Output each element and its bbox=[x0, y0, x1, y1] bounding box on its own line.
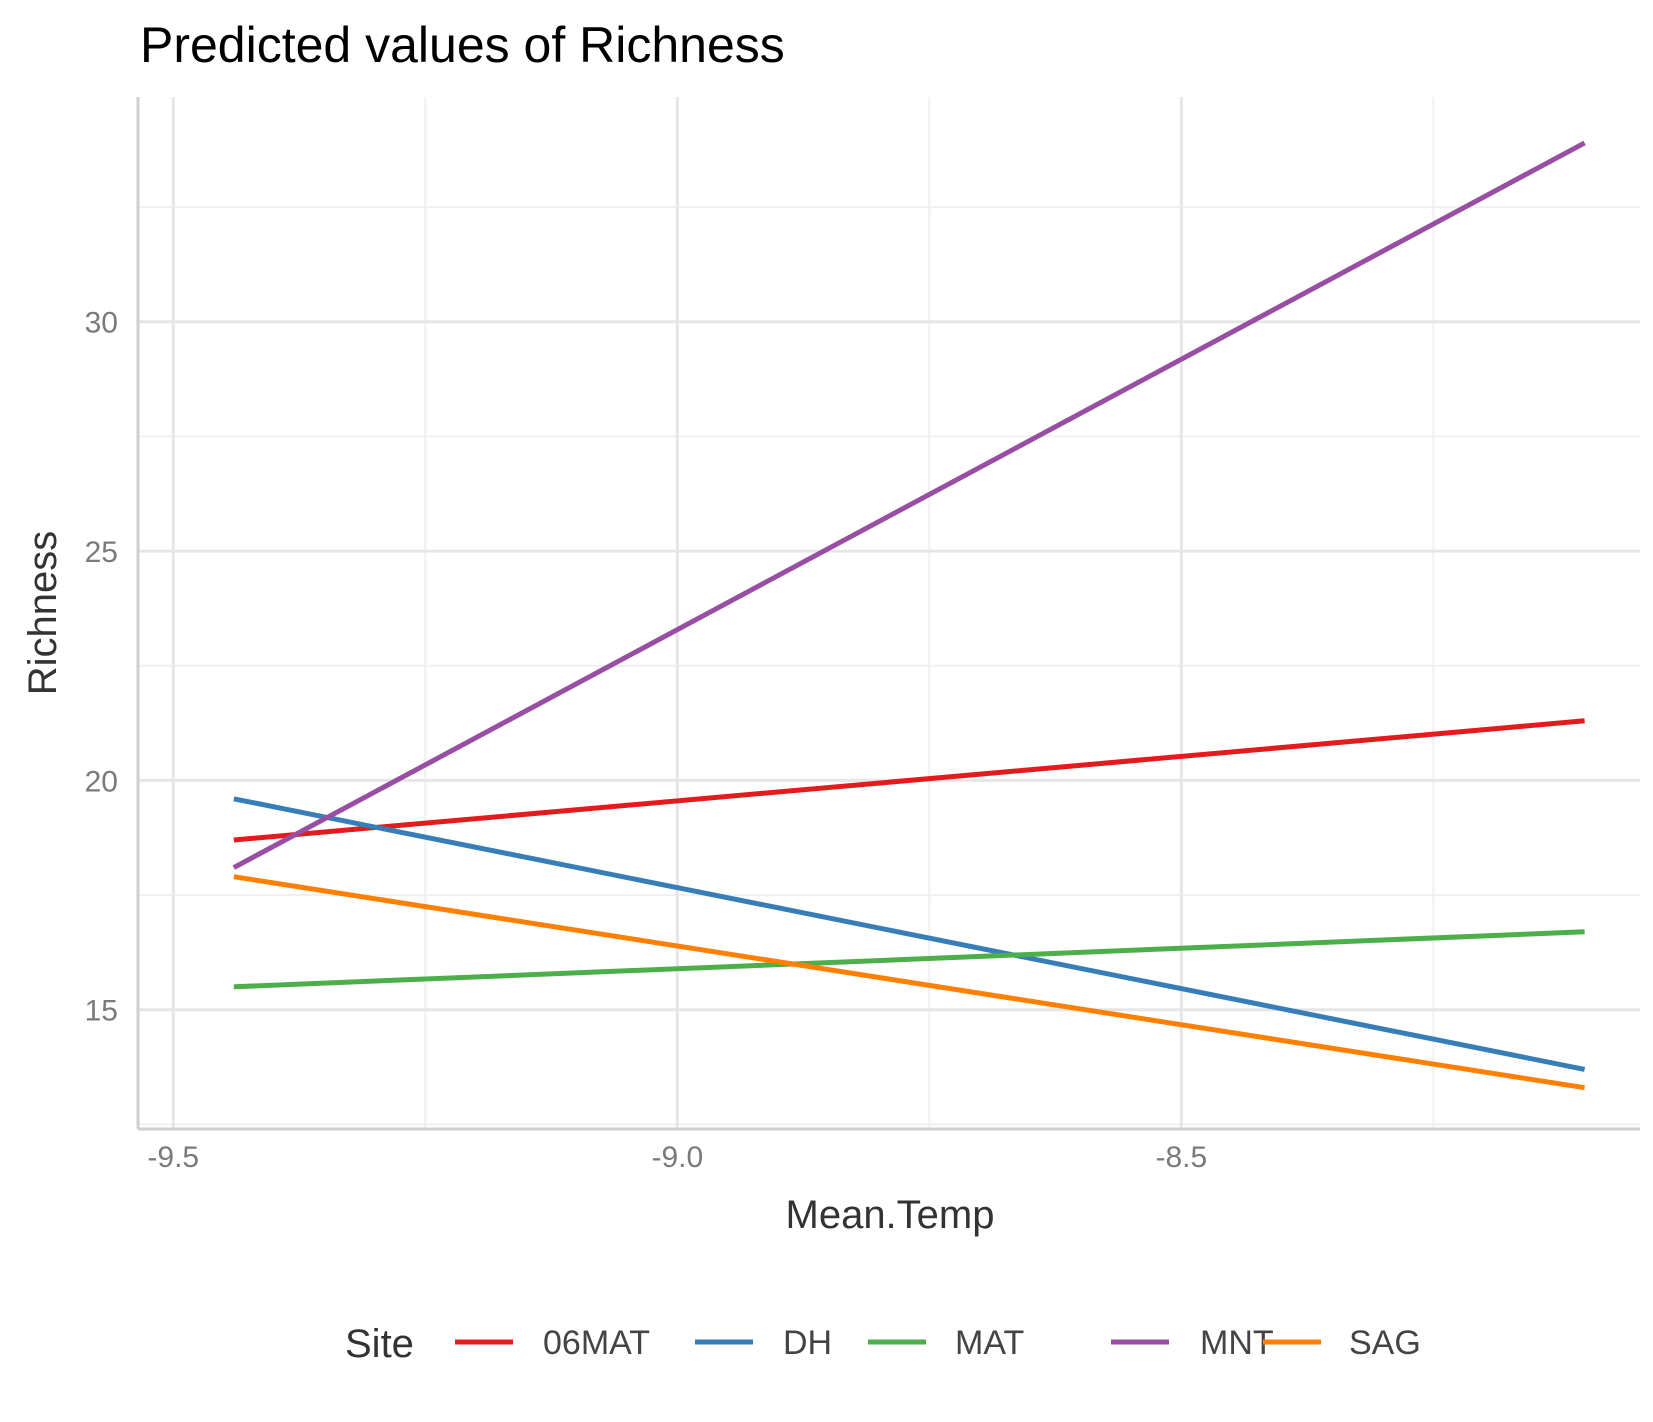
x-tick-label: -8.5 bbox=[1155, 1141, 1207, 1174]
y-tick-label: 30 bbox=[85, 307, 118, 340]
legend-label-sag: SAG bbox=[1349, 1324, 1421, 1362]
legend: Site 06MAT DH MAT MNT SAG bbox=[345, 1322, 1421, 1366]
legend-label-mat: MAT bbox=[955, 1324, 1024, 1362]
tick-labels: -9.5 -9.0 -8.5 15 20 25 30 bbox=[85, 307, 1208, 1174]
chart-title: Predicted values of Richness bbox=[140, 17, 785, 73]
y-tick-label: 20 bbox=[85, 765, 118, 798]
series-line-mat bbox=[233, 929, 1585, 990]
legend-label-06mat: 06MAT bbox=[543, 1324, 650, 1362]
x-axis-title: Mean.Temp bbox=[786, 1193, 995, 1237]
axes bbox=[136, 97, 1640, 1131]
grid bbox=[138, 97, 1640, 1129]
series-line-sag bbox=[233, 874, 1585, 1091]
series-line-06mat bbox=[233, 718, 1585, 843]
y-tick-label: 25 bbox=[85, 536, 118, 569]
y-axis-title: Richness bbox=[21, 531, 65, 696]
x-tick-label: -9.5 bbox=[147, 1141, 199, 1174]
legend-title: Site bbox=[345, 1322, 414, 1366]
legend-label-mnt: MNT bbox=[1200, 1324, 1274, 1362]
x-tick-label: -9.0 bbox=[651, 1141, 703, 1174]
series-lines bbox=[232, 140, 1586, 1091]
series-line-mnt bbox=[232, 140, 1586, 870]
legend-label-dh: DH bbox=[783, 1324, 832, 1362]
series-line-dh bbox=[233, 796, 1586, 1072]
y-tick-label: 15 bbox=[85, 995, 118, 1028]
